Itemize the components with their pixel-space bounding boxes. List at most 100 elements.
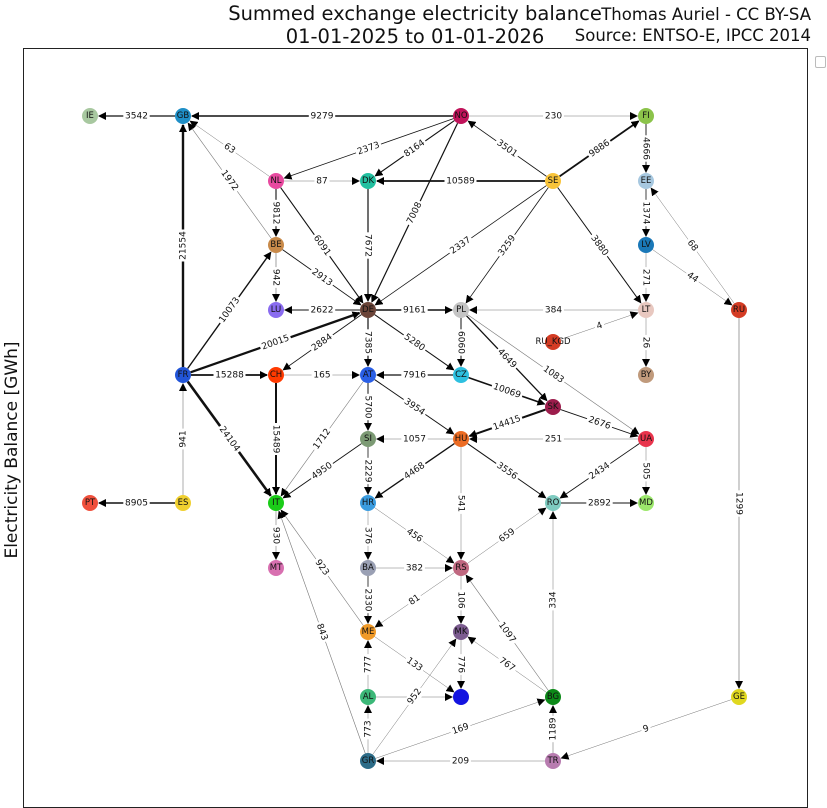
node-gr: GR	[360, 753, 376, 769]
edge-label-se-fi: 9886	[585, 136, 614, 161]
node-label: RS	[455, 563, 466, 573]
node-ru: RU	[731, 302, 747, 318]
node-label: LT	[642, 305, 652, 315]
edge-label-background	[640, 460, 652, 482]
node-ua: UA	[638, 431, 654, 447]
edge-label-text: 7385	[363, 331, 373, 354]
edge-label-background	[586, 497, 613, 509]
author-credit: Thomas Auriel - CC BY-SA	[601, 5, 811, 24]
edge-label-background	[492, 458, 522, 484]
edge-label-ee-lv: 1374	[640, 199, 652, 227]
node-circle	[638, 173, 654, 189]
edge-label-ua-ro: 2434	[585, 458, 614, 484]
edge-label-background	[450, 755, 471, 767]
edge-label-text: 505	[641, 462, 651, 479]
node-label: RO	[547, 498, 560, 508]
node-dk: DK	[360, 173, 376, 189]
edge-label-al-me: 777	[362, 654, 374, 675]
edge-label-nl-de: 6091	[309, 231, 335, 260]
node-label: BA	[362, 563, 374, 573]
edge-label-text: 7672	[363, 234, 373, 257]
edge-label-ch-at: 165	[311, 369, 333, 381]
edge-label-text: 930	[271, 527, 281, 544]
edge-label-hu-ro: 3556	[492, 458, 522, 484]
edge-label-background	[455, 329, 467, 356]
node-circle	[453, 560, 469, 576]
edge-label-text: 942	[271, 269, 281, 286]
edge-label-background	[404, 562, 425, 574]
node-label: RU_KGD	[535, 337, 571, 347]
node-circle	[638, 237, 654, 253]
edge-label-si-hr: 2229	[362, 457, 374, 485]
node-label: SK	[548, 402, 559, 412]
edge-label-text: 2622	[311, 306, 334, 316]
node-circle	[545, 689, 561, 705]
edge-label-nl-dk: 87	[314, 175, 330, 187]
edge-label-background	[312, 620, 332, 644]
edge-label-background	[307, 329, 337, 356]
edge-label-background	[403, 684, 426, 709]
edge-label-text: 1057	[403, 435, 426, 445]
edge-label-text: 2892	[588, 499, 611, 509]
node-circle	[638, 108, 654, 124]
edge-label-background	[307, 458, 337, 484]
edge-label-rs-me: 81	[404, 590, 425, 610]
edge-label-background	[270, 525, 282, 546]
edge-label-background	[308, 304, 336, 316]
edge-label-hu-hr: 4468	[400, 458, 429, 484]
edge-label-de-cz: 5280	[400, 330, 429, 355]
edge-label-background	[640, 267, 652, 288]
node-cz: CZ	[453, 367, 469, 383]
edge-label-background	[640, 334, 652, 351]
node-circle	[545, 495, 561, 511]
node-circle	[360, 173, 376, 189]
node-circle	[360, 495, 376, 511]
edge-label-background	[311, 369, 333, 381]
edge-label-ru_kgd-lt: 4	[593, 318, 606, 334]
edge-label-text: 21554	[179, 231, 189, 260]
edge-label-background	[585, 413, 614, 433]
node-label: HR	[362, 498, 374, 508]
edge-label-background	[400, 136, 429, 161]
edge-label-background	[362, 329, 374, 356]
edge-label-se-pl: 3259	[494, 231, 520, 260]
node-circle	[638, 431, 654, 447]
edge-label-background	[270, 199, 282, 227]
edge-label-background	[444, 175, 477, 187]
node-ie: IE	[82, 108, 98, 124]
node-label: MK	[455, 627, 468, 637]
node-lu: LU	[268, 302, 284, 318]
node-label: SI	[364, 434, 372, 444]
edge-label-background	[543, 110, 564, 122]
edge-label-de-pl: 9161	[401, 304, 428, 316]
edge-label-background	[215, 293, 244, 327]
node-label: IE	[86, 111, 94, 121]
edge-label-background	[733, 490, 745, 517]
node-circle	[175, 367, 191, 383]
node-circle	[731, 302, 747, 318]
node-label: GB	[177, 111, 190, 121]
edge-label-text: 15288	[215, 371, 244, 381]
node-circle	[545, 399, 561, 415]
node-ba: BA	[360, 560, 376, 576]
edge-label-background	[402, 524, 427, 547]
node-hr: HR	[360, 495, 376, 511]
node-pt: PT	[82, 495, 98, 511]
edge-label-tr-bg: 1189	[547, 715, 559, 743]
edge-label-background	[547, 589, 559, 611]
edge-label-nl-be: 9812	[270, 199, 282, 227]
edge-label-background	[401, 304, 428, 316]
edge-label-text: 773	[364, 720, 374, 737]
edge-label-rs-mk: 106	[455, 589, 467, 611]
node-at: AT	[360, 367, 376, 383]
edge-label-lv-lt: 271	[640, 267, 652, 288]
node-me: ME	[360, 624, 376, 640]
edge-label-background	[455, 493, 467, 514]
edge-label-background	[401, 369, 428, 381]
node-label: IT	[272, 498, 281, 508]
node-label: AL	[363, 692, 374, 702]
edge-label-ua-md: 505	[640, 460, 652, 482]
node-ee: EE	[638, 173, 654, 189]
edge-label-fr-it: 24104	[215, 422, 244, 456]
edge-label-de-ch: 2884	[307, 329, 337, 356]
